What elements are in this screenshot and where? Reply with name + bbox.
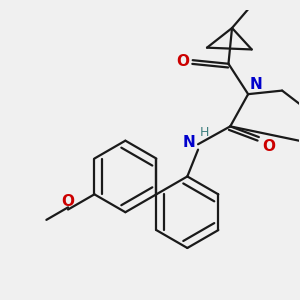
Text: O: O [177, 54, 190, 69]
Text: H: H [200, 126, 209, 139]
Text: N: N [250, 77, 263, 92]
Text: O: O [61, 194, 74, 208]
Text: N: N [183, 135, 196, 150]
Text: O: O [262, 139, 275, 154]
